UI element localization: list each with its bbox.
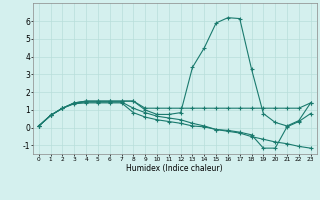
X-axis label: Humidex (Indice chaleur): Humidex (Indice chaleur) — [126, 164, 223, 173]
